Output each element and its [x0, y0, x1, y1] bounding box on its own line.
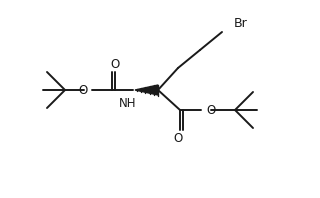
Text: O: O [110, 57, 120, 70]
Text: Br: Br [234, 16, 248, 30]
Text: O: O [206, 104, 215, 116]
Polygon shape [135, 85, 158, 95]
Text: O: O [79, 84, 88, 96]
Text: O: O [173, 131, 183, 145]
Text: NH: NH [119, 96, 137, 109]
